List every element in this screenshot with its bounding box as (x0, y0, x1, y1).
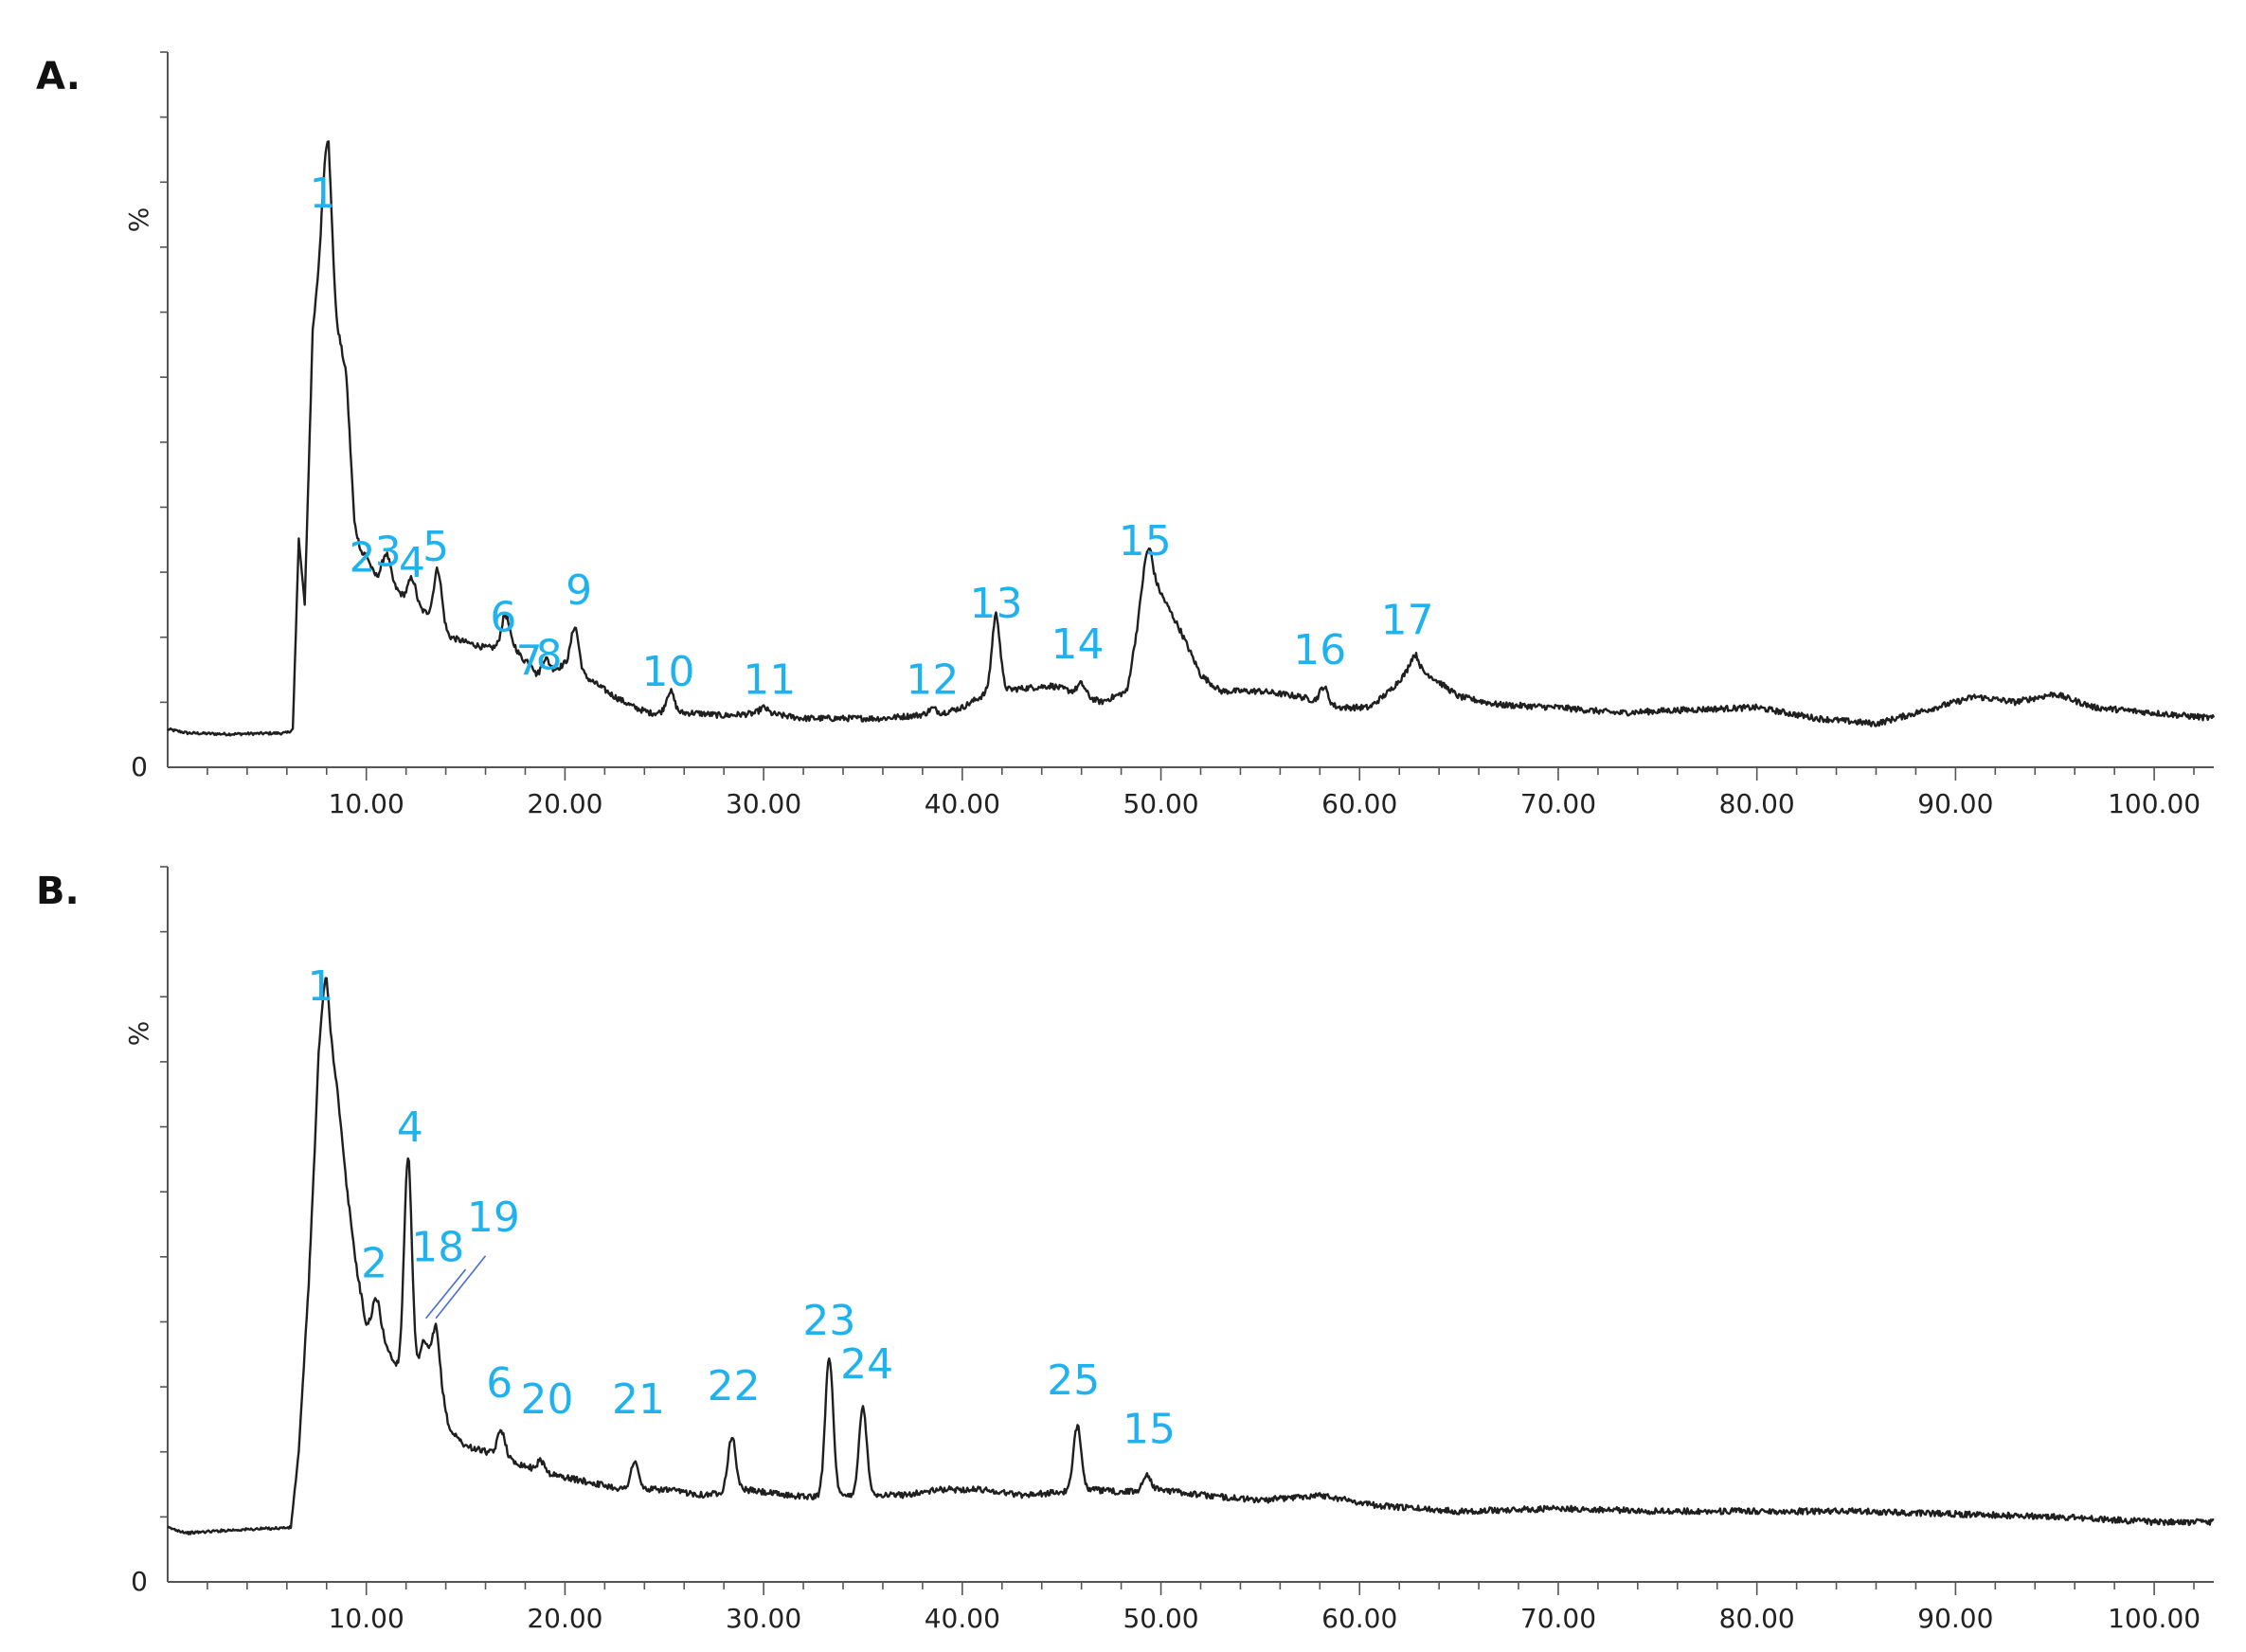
x-tick-label: 30.00 (726, 1603, 801, 1634)
peak-label-14: 14 (1051, 620, 1104, 669)
peak-label-3: 3 (375, 529, 402, 577)
peak-label-2: 2 (350, 533, 376, 582)
x-tick-label: 30.00 (726, 788, 801, 819)
peak-label-11: 11 (743, 656, 796, 705)
peak-label-7: 7 (516, 637, 543, 685)
peak-label-12: 12 (906, 656, 959, 705)
x-tick-label: 70.00 (1520, 788, 1596, 819)
y-axis-label-a: % (123, 207, 154, 233)
x-tick-label: 10.00 (329, 1603, 404, 1634)
peak-label-17: 17 (1381, 596, 1434, 644)
peak-label-6: 6 (490, 594, 516, 642)
peak-label-15: 15 (1119, 517, 1172, 566)
y-zero-label-b: 0 (131, 1566, 148, 1597)
x-tick-label: 60.00 (1321, 788, 1397, 819)
peak-label-18: 18 (411, 1223, 464, 1271)
chromatogram-trace (167, 140, 2216, 737)
peak-label-4: 4 (399, 539, 425, 587)
peak-label-20: 20 (521, 1375, 574, 1424)
x-tick-label: 20.00 (527, 788, 602, 819)
y-zero-label-a: 0 (131, 751, 148, 782)
peak-label-1: 1 (307, 962, 333, 1011)
peak-label-8: 8 (536, 632, 563, 680)
peak-label-23: 23 (802, 1297, 855, 1345)
x-tick-label: 50.00 (1123, 1603, 1198, 1634)
peak-label-9: 9 (566, 566, 592, 615)
peak-label-15: 15 (1123, 1406, 1176, 1454)
peak-label-22: 22 (708, 1362, 761, 1410)
x-tick-label: 40.00 (925, 1603, 1000, 1634)
y-axis-label-b: % (123, 1021, 154, 1047)
peak-label-25: 25 (1047, 1356, 1100, 1405)
peak-label-24: 24 (840, 1340, 893, 1389)
x-tick-label: 100.00 (2108, 1603, 2201, 1634)
x-tick-label: 80.00 (1719, 1603, 1795, 1634)
x-tick-label: 70.00 (1520, 1603, 1596, 1634)
x-tick-label: 50.00 (1123, 788, 1198, 819)
x-tick-label: 20.00 (527, 1603, 602, 1634)
x-tick-label: 60.00 (1321, 1603, 1397, 1634)
x-tick-label: 80.00 (1719, 788, 1795, 819)
x-tick-label: 10.00 (329, 788, 404, 819)
panel-label-b: B. (36, 870, 80, 913)
peak-label-19: 19 (467, 1194, 520, 1242)
peak-label-13: 13 (969, 580, 1022, 628)
x-tick-label: 40.00 (925, 788, 1000, 819)
peak-label-4: 4 (397, 1104, 423, 1152)
peak-label-21: 21 (612, 1375, 665, 1424)
panel-label-a: A. (36, 55, 81, 99)
chromatogram-panel-a: A. % 0 10.00 20.00 30.00 40.00 50.00 60.00 70.… (36, 51, 2216, 819)
chromatogram-panel-b: B. % 0 10.00 20.00 30.00 40.00 50.00 60.00 70.… (36, 866, 2215, 1634)
peak-label-1: 1 (310, 170, 336, 218)
x-tick-label: 100.00 (2108, 788, 2201, 819)
peak-label-16: 16 (1293, 626, 1346, 674)
chromatogram-trace (167, 977, 2215, 1535)
peak-label-2: 2 (361, 1240, 387, 1288)
peak-label-6: 6 (486, 1359, 512, 1408)
x-tick-label: 90.00 (1917, 1603, 1993, 1634)
x-tick-label: 90.00 (1917, 788, 1993, 819)
callout-line (435, 1255, 487, 1320)
peak-label-10: 10 (641, 648, 694, 696)
callout-line (425, 1268, 467, 1320)
peak-label-5: 5 (422, 523, 449, 571)
